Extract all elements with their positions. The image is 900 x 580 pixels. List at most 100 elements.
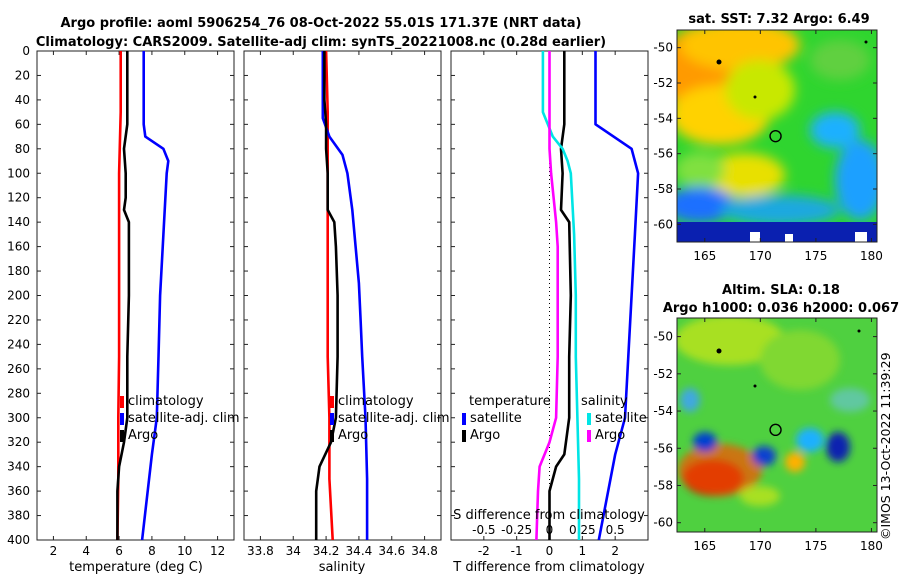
- sst-heatmap: [677, 30, 877, 242]
- map-x-tick-label: 180: [860, 539, 883, 553]
- map-x-tick-label: 165: [693, 539, 716, 553]
- sla-mild-patch: [760, 330, 840, 390]
- temperature-panel: [36, 50, 235, 541]
- difference-plot: -2 -1 0 1 2-0.5 -0.25 0 0.25 0.5: [451, 50, 648, 558]
- sla-mild-patch: [677, 318, 785, 365]
- legend-swatch-s-satellite: [587, 413, 591, 425]
- x2-tick-label: -0.5: [472, 523, 495, 537]
- legend-label-climatology: climatology: [128, 394, 204, 409]
- depth-tick-label: 400: [7, 533, 30, 547]
- map-x-tick-label: 180: [860, 249, 883, 263]
- sla-low-patch: [680, 388, 700, 412]
- series-line-climatology: [116, 51, 122, 541]
- island-marker: [857, 329, 861, 333]
- legend-swatch-climatology: [120, 396, 124, 408]
- series-line-s-argo: [535, 51, 560, 541]
- legend-swatch-climatology: [330, 396, 334, 408]
- depth-tick-label: 380: [7, 509, 30, 523]
- sla-high-patch: [785, 452, 805, 472]
- legend-header-salinity: salinity: [581, 394, 628, 409]
- depth-tick-label: 260: [7, 362, 30, 376]
- map-y-tick-label: -60: [653, 516, 673, 530]
- depth-tick-label: 360: [7, 484, 30, 498]
- sla-low-patch: [693, 432, 717, 452]
- difference-x2label: S difference from climatology: [453, 508, 645, 523]
- depth-tick-label: 160: [7, 240, 30, 254]
- island-marker: [716, 348, 722, 354]
- map-y-tick-label: -60: [653, 217, 673, 231]
- island-marker: [716, 59, 722, 65]
- sla-land: [716, 329, 861, 388]
- legend-label-satellite: satellite-adj. clim: [128, 411, 240, 426]
- sla-field-patches: [677, 318, 870, 506]
- depth-tick-label: 100: [7, 166, 30, 180]
- depth-tick-label: 280: [7, 386, 30, 400]
- x-tick-label: 34.2: [313, 544, 340, 558]
- salinity-panel: [243, 50, 442, 541]
- sst-land: [716, 40, 868, 99]
- sla-mild-patch: [740, 486, 780, 506]
- temperature-legend: climatology satellite-adj. clim Argo: [120, 394, 240, 443]
- x-tick-label: 34: [286, 544, 301, 558]
- depth-axis: 0 20 40 60 80 100 120 140 160 180 200 220 240 260 280 3…: [7, 44, 30, 547]
- sst-cool-patch: [677, 187, 735, 223]
- map-y-tick-label: -52: [653, 76, 673, 90]
- sla-map-axes: 165 170 175 180 -50 -52 -54 -56 -58 -60: [653, 318, 883, 553]
- depth-tick-label: 220: [7, 313, 30, 327]
- depth-tick-label: 120: [7, 191, 30, 205]
- x-tick-label: 10: [177, 544, 192, 558]
- x-tick-label: 34.4: [346, 544, 373, 558]
- map-y-tick-label: -54: [653, 404, 673, 418]
- sla-map-title: Altim. SLA: 0.18: [722, 283, 840, 298]
- legend-swatch-satellite: [120, 413, 124, 425]
- salinity-xlabel: salinity: [319, 560, 366, 575]
- depth-tick-label: 0: [22, 44, 30, 58]
- legend-swatch-s-argo: [587, 430, 591, 442]
- sst-cool-patch: [810, 112, 860, 148]
- map-y-tick-label: -58: [653, 478, 673, 492]
- sla-map-subtitle: Argo h1000: 0.036 h2000: 0.067: [663, 301, 899, 316]
- legend-swatch-t-satellite: [462, 413, 466, 425]
- legend-swatch-t-argo: [462, 430, 466, 442]
- legend-label-s-argo: Argo: [595, 428, 625, 443]
- sst-mild-patch: [677, 152, 725, 188]
- figure-title-line2: Climatology: CARS2009. Satellite-adj cli…: [36, 35, 606, 50]
- sst-missing-data: [855, 232, 867, 242]
- salinity-legend: climatology satellite-adj. clim Argo: [330, 394, 450, 443]
- sst-cold-band: [677, 222, 877, 242]
- x-tick-label: 4: [82, 544, 90, 558]
- depth-tick-label: 80: [15, 142, 30, 156]
- depth-tick-label: 320: [7, 435, 30, 449]
- sst-field-patches: [677, 30, 877, 225]
- x-tick-label: 1: [579, 544, 587, 558]
- depth-tick-label: 300: [7, 411, 30, 425]
- x2-tick-label: 0.25: [569, 523, 596, 537]
- x-tick-label: -2: [478, 544, 490, 558]
- map-y-tick-label: -56: [653, 441, 673, 455]
- argo-location-marker: [769, 423, 782, 437]
- legend-label-s-satellite: satellite: [595, 411, 647, 426]
- depth-tick-label: 20: [15, 68, 30, 82]
- x2-tick-label: -0.25: [501, 523, 532, 537]
- x-tick-label: 34.8: [411, 544, 438, 558]
- legend-label-satellite: satellite-adj. clim: [338, 411, 450, 426]
- map-x-tick-label: 165: [693, 249, 716, 263]
- sst-cool-patch: [720, 195, 840, 225]
- x-tick-label: 0: [546, 544, 554, 558]
- legend-label-argo: Argo: [128, 428, 158, 443]
- island-marker: [753, 384, 757, 388]
- sst-warm-patch: [680, 30, 800, 70]
- x-tick-label: 2: [611, 544, 619, 558]
- x-tick-label: 12: [210, 544, 225, 558]
- map-x-tick-label: 170: [749, 539, 772, 553]
- salinity-plot: 33.8 34 34.2 34.4 34.6 34.8: [244, 50, 441, 558]
- x-tick-label: 33.8: [247, 544, 274, 558]
- map-y-tick-label: -58: [653, 182, 673, 196]
- legend-label-t-argo: Argo: [470, 428, 500, 443]
- sst-mild-patch: [810, 40, 870, 80]
- sst-cool-patch: [835, 140, 877, 220]
- map-x-tick-label: 170: [749, 249, 772, 263]
- x-tick-label: 2: [50, 544, 58, 558]
- sla-map-frame: [676, 317, 878, 533]
